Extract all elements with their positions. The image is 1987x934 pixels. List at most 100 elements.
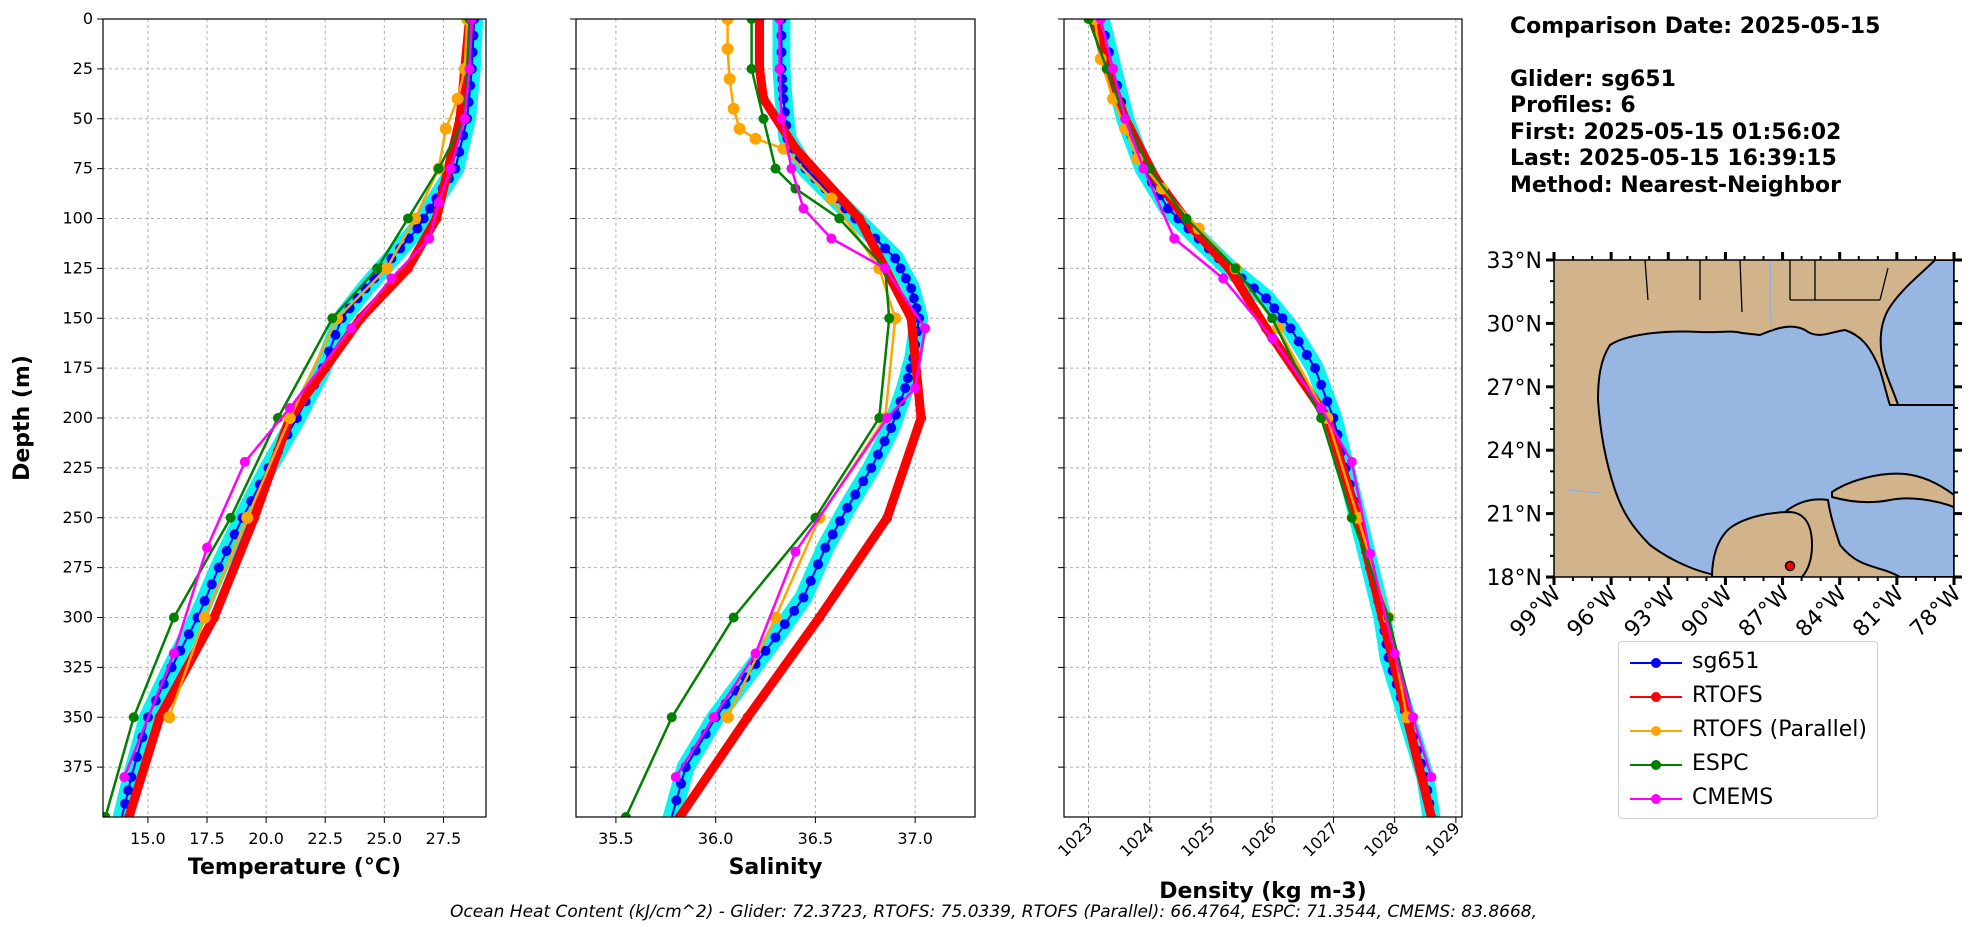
y-tick-label: 0 — [83, 9, 93, 28]
y-axis-label: Depth (m) — [10, 355, 35, 481]
comparison-info: Comparison Date: 2025-05-15 Glider: sg65… — [1510, 14, 1880, 199]
series-sg651-point — [120, 798, 131, 809]
series-cmems-point — [1095, 19, 1106, 24]
series-sg651-point — [412, 223, 423, 234]
map-frame — [1553, 259, 1955, 578]
yucatan-land — [1710, 510, 1814, 577]
series-cmems-point — [774, 63, 785, 74]
legend-label-cmems: CMEMS — [1692, 785, 1774, 810]
series-rtofs-parallel-point — [825, 192, 838, 205]
series-cmems-point — [826, 233, 837, 244]
x-tick-label: 37.0 — [897, 829, 933, 848]
series-cmems-point — [776, 113, 787, 124]
series-sg651-point — [908, 293, 919, 304]
lat-label: 24°N — [1487, 439, 1542, 464]
series-rtofs-parallel-point — [721, 42, 734, 55]
profile-count: Profiles: 6 — [1510, 93, 1636, 118]
series-rtofs-parallel-point — [409, 212, 422, 225]
y-tick-label: 250 — [62, 508, 93, 527]
legend-item-cmems: CMEMS — [1619, 785, 1877, 813]
x-tick-label: 1026 — [1238, 818, 1280, 860]
series-espc-point — [1230, 263, 1241, 274]
y-tick-label: 375 — [62, 757, 93, 776]
series-sg651-point — [676, 778, 687, 789]
y-tick-label: 50 — [73, 109, 93, 128]
series-cmems-point — [459, 113, 470, 124]
series-sg651-point — [229, 529, 240, 540]
series-rtofs-point — [674, 812, 685, 817]
legend-item-sg651: sg651 — [1619, 649, 1877, 677]
series-sg651-point — [886, 422, 897, 433]
legend-label-rtofs-parallel: RTOFS (Parallel) — [1692, 717, 1867, 742]
profile-panel-1: 0 25 50 75 100 125 150 175 200 225 250 275 300 325 350… — [10, 9, 487, 880]
series-sg651-point — [1316, 379, 1327, 390]
series-rtofs-point — [854, 213, 865, 224]
series-sg651-point — [770, 632, 781, 643]
series-rtofs-point — [402, 263, 413, 274]
series-rtofs-point — [754, 63, 765, 74]
lon-label: 78°W — [1906, 581, 1967, 642]
last-profile-time: Last: 2025-05-15 16:39:15 — [1510, 146, 1837, 171]
series-cmems-point — [1138, 163, 1149, 174]
series-cmems-point — [882, 413, 893, 423]
series-espc-point — [1346, 512, 1357, 523]
glider-name: Glider: sg651 — [1510, 66, 1676, 92]
series-rtofs-parallel-point — [769, 611, 782, 624]
series-espc-point — [225, 512, 236, 523]
series-sg651-point — [671, 795, 682, 806]
x-tick-label: 1028 — [1360, 818, 1402, 860]
series-rtofs-parallel-point — [749, 132, 762, 145]
series-rtofs-parallel-point — [1192, 222, 1205, 235]
series-sg651-point — [890, 253, 901, 264]
series-sg651-point — [1322, 396, 1333, 407]
y-tick-label: 200 — [62, 408, 93, 427]
y-tick-label: 300 — [62, 608, 93, 627]
x-axis-label: Density (kg m-3) — [1159, 879, 1367, 904]
series-cmems-point — [1316, 403, 1327, 414]
series-cmems-point — [880, 263, 891, 274]
series-cmems-point — [466, 19, 477, 24]
series-cmems-point — [708, 712, 719, 723]
x-tick-label: 17.5 — [189, 829, 225, 848]
series-sg651-point — [221, 546, 232, 556]
series-sg651-point — [805, 575, 816, 586]
series-cmems-point — [346, 323, 357, 334]
series-rtofs-parallel-point — [451, 92, 464, 105]
series-cmems-point — [670, 772, 681, 783]
series-cmems-point — [786, 163, 797, 174]
x-tick-label: 1023 — [1054, 818, 1096, 860]
series-sg651-point — [776, 47, 787, 58]
gulf-map: 33°N30°N27°N24°N21°N18°N99°W96°W93°W90°W… — [1487, 249, 1967, 642]
series-sg651-point — [813, 559, 824, 570]
series-sg651-point — [776, 30, 787, 41]
series-sg651-point — [895, 263, 906, 274]
x-tick-label: 15.0 — [130, 829, 166, 848]
series-cmems-point — [920, 323, 931, 334]
series-rtofs-parallel-point — [721, 711, 734, 724]
lat-label: 27°N — [1487, 376, 1542, 401]
series-cmems-point — [750, 648, 761, 659]
series-cmems-point — [168, 648, 179, 659]
series-rtofs-point — [916, 413, 927, 423]
x-tick-label: 36.0 — [698, 829, 734, 848]
series-sg651-point — [827, 529, 838, 540]
series-sg651-point — [866, 462, 877, 473]
series-sg651-point — [872, 449, 883, 460]
series-rtofs-point — [124, 812, 135, 817]
series-sg651-point — [126, 772, 137, 783]
series-cmems-point — [1426, 772, 1437, 783]
series-sg651-point — [183, 629, 194, 640]
series-espc-point — [327, 313, 338, 324]
series-espc-point — [746, 63, 757, 74]
series-sg651-point — [1277, 313, 1288, 324]
series-espc-point — [666, 712, 677, 723]
series-espc-point — [1267, 313, 1278, 324]
atlantic-ocean — [1879, 260, 1954, 406]
series-espc-point — [433, 163, 444, 174]
y-tick-label: 225 — [62, 458, 93, 477]
series-cmems-point — [1408, 712, 1419, 723]
series-rtofs-parallel-point — [241, 511, 254, 524]
series-sg651-point — [879, 436, 890, 447]
legend-item-espc: ESPC — [1619, 751, 1877, 779]
comparison-method: Method: Nearest-Neighbor — [1510, 172, 1841, 198]
